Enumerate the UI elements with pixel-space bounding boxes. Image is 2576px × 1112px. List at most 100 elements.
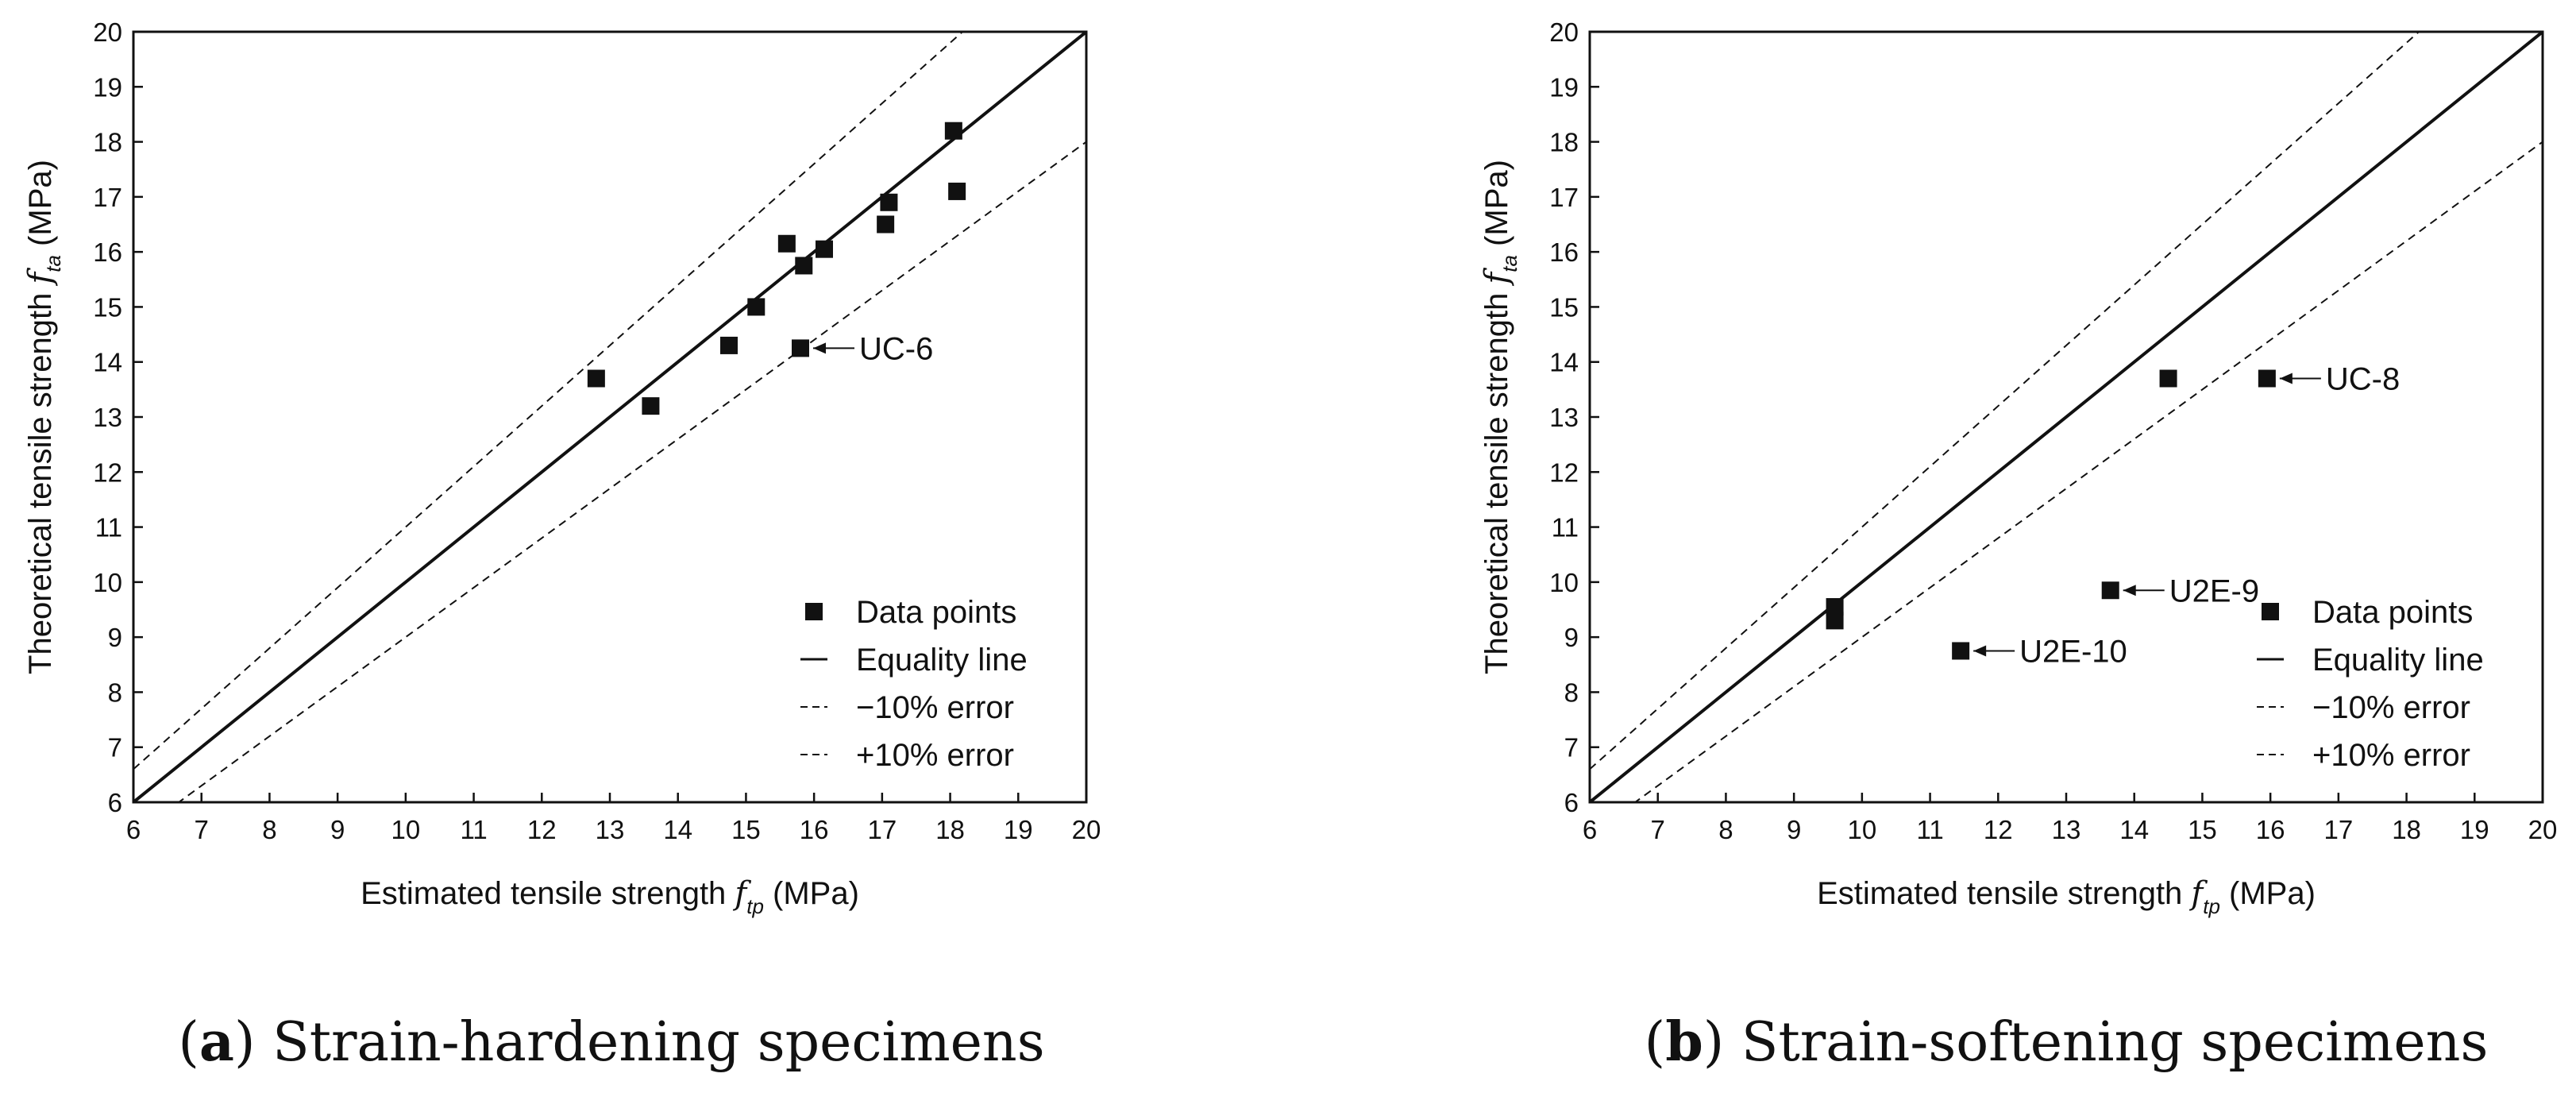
data-point	[880, 193, 898, 211]
legend-entry: −10% error	[856, 690, 1014, 725]
x-axis-title: Estimated tensile strength ftp (MPa)	[361, 875, 859, 918]
panel-caption: (a) Strain-hardening specimens	[178, 1010, 1044, 1074]
annotation-label: U2E-10	[2019, 634, 2127, 669]
x-tick-label: 14	[2119, 815, 2149, 844]
x-tick-label: 13	[596, 815, 625, 844]
y-tick-label: 20	[1549, 17, 1579, 47]
legend-entry: Data points	[856, 595, 1016, 630]
y-tick-label: 16	[1549, 237, 1579, 267]
legend-entry: Equality line	[2312, 643, 2484, 678]
data-point	[777, 234, 796, 253]
y-tick-label: 17	[1549, 183, 1579, 212]
annotation-arrowhead	[2279, 373, 2293, 384]
minus-10-error-line	[133, 32, 964, 770]
x-tick-label: 12	[527, 815, 557, 844]
data-point	[944, 122, 962, 140]
legend-marker-square	[805, 603, 823, 620]
y-tick-label: 11	[95, 513, 122, 542]
data-point	[2101, 581, 2119, 600]
x-tick-label: 17	[867, 815, 897, 844]
x-tick-label: 15	[731, 815, 761, 844]
annotation-label: UC-6	[859, 331, 933, 366]
y-tick-label: 16	[93, 237, 122, 267]
x-tick-label: 11	[1916, 815, 1943, 844]
y-tick-label: 15	[93, 292, 122, 322]
x-tick-label: 9	[330, 815, 345, 844]
x-tick-label: 16	[800, 815, 829, 844]
x-tick-label: 7	[195, 815, 209, 844]
y-tick-label: 12	[93, 458, 122, 487]
data-point	[642, 397, 660, 415]
legend-entry: Equality line	[856, 643, 1028, 678]
plus-10-error-line	[1633, 141, 2543, 802]
x-tick-label: 12	[1984, 815, 2013, 844]
y-tick-label: 18	[93, 128, 122, 157]
y-tick-label: 14	[93, 348, 122, 377]
annotation-arrowhead	[1973, 645, 1987, 657]
y-tick-label: 11	[1552, 513, 1579, 542]
x-tick-label: 10	[1847, 815, 1876, 844]
legend-entry: +10% error	[2312, 738, 2470, 773]
y-tick-label: 12	[1549, 458, 1579, 487]
legend-entry: −10% error	[2312, 690, 2470, 725]
data-point	[587, 369, 605, 388]
data-point	[2159, 369, 2177, 388]
legend-entry: +10% error	[856, 738, 1014, 773]
y-tick-label: 10	[1549, 568, 1579, 597]
legend-marker-square	[2262, 603, 2279, 620]
y-tick-label: 6	[1564, 788, 1579, 817]
y-tick-label: 10	[93, 568, 122, 597]
y-tick-label: 9	[1564, 623, 1579, 652]
minus-10-error-line	[1590, 32, 2420, 770]
x-tick-label: 6	[126, 815, 141, 844]
y-tick-label: 13	[93, 403, 122, 432]
legend: Data points Equality line −10% error +10% e…	[2257, 595, 2484, 773]
y-tick-label: 7	[108, 733, 122, 763]
x-tick-label: 15	[2188, 815, 2217, 844]
annotation-arrowhead	[813, 342, 826, 354]
y-tick-label: 8	[108, 678, 122, 707]
y-tick-label: 7	[1564, 733, 1579, 763]
data-point	[1952, 642, 1970, 660]
y-tick-label: 17	[93, 183, 122, 212]
x-tick-label: 14	[663, 815, 692, 844]
y-tick-label: 15	[1549, 292, 1579, 322]
equality-line	[133, 32, 1086, 802]
data-point	[747, 298, 765, 316]
x-tick-label: 19	[1004, 815, 1033, 844]
x-tick-label: 17	[2323, 815, 2353, 844]
x-tick-label: 20	[1072, 815, 1101, 844]
y-axis-title: Theoretical tensile strength fta (MPa)	[22, 160, 65, 674]
data-point	[792, 339, 809, 357]
x-tick-label: 9	[1787, 815, 1801, 844]
data-point	[2258, 369, 2276, 388]
data-point	[795, 257, 813, 275]
y-tick-label: 19	[93, 72, 122, 102]
y-tick-label: 19	[1549, 72, 1579, 102]
x-axis-title: Estimated tensile strength ftp (MPa)	[1817, 875, 2316, 918]
x-tick-label: 8	[262, 815, 276, 844]
data-point	[877, 215, 895, 234]
x-tick-label: 11	[460, 815, 487, 844]
equality-line	[1590, 32, 2543, 802]
plus-10-error-line	[177, 141, 1086, 802]
y-tick-label: 20	[93, 17, 122, 47]
panel-caption: (b) Strain-softening specimens	[1645, 1010, 2489, 1074]
data-point	[1826, 612, 1844, 630]
x-tick-label: 6	[1583, 815, 1597, 844]
legend-entry: Data points	[2312, 595, 2473, 630]
y-axis-title: Theoretical tensile strength fta (MPa)	[1479, 160, 1521, 674]
data-point	[720, 336, 738, 354]
data-point	[816, 240, 833, 258]
x-tick-label: 13	[2052, 815, 2081, 844]
x-tick-label: 18	[2392, 815, 2421, 844]
legend: Data points Equality line −10% error +10% e…	[800, 595, 1028, 773]
y-tick-label: 18	[1549, 128, 1579, 157]
panel-a-chart: 6 7 8 9 10 11 12 13 14 15 16 17 18 19 20 6 7 8 9 10 11 12 13 14…	[22, 17, 1101, 1074]
x-tick-label: 16	[2256, 815, 2285, 844]
panel-b-chart: 6 7 8 9 10 11 12 13 14 15 16 17 18 19 20 6 7 8 9 10 11 12 13 14…	[1479, 17, 2557, 1074]
x-tick-label: 19	[2460, 815, 2489, 844]
x-tick-label: 7	[1651, 815, 1665, 844]
y-tick-label: 6	[108, 788, 122, 817]
y-tick-label: 9	[108, 623, 122, 652]
